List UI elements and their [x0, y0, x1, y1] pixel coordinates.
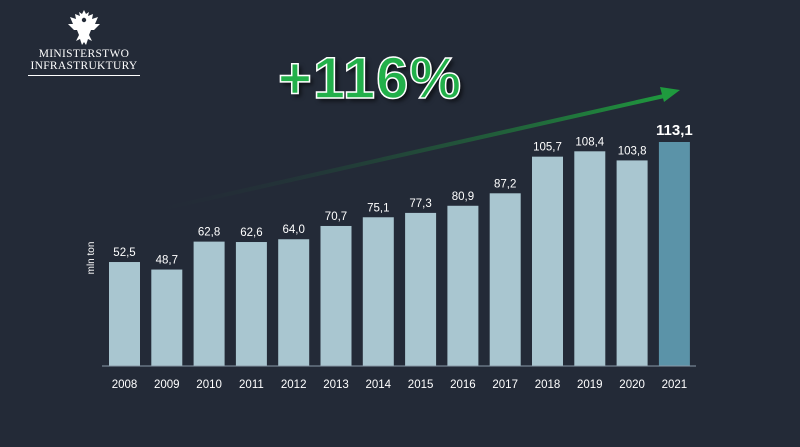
- value-label-2012: 64,0: [283, 224, 305, 236]
- value-label-2020: 103,8: [618, 145, 647, 157]
- value-label-2014: 75,1: [367, 202, 389, 214]
- eagle-emblem-icon: [68, 10, 100, 45]
- bar-2014: [362, 217, 394, 366]
- value-label-2015: 77,3: [409, 198, 431, 210]
- x-tick-2017: 2017: [492, 379, 518, 391]
- value-label-2008: 52,5: [113, 247, 135, 259]
- ministry-logo: MINISTERSTWO INFRASTRUKTURY: [22, 8, 146, 88]
- bar-2017: [489, 193, 521, 366]
- value-label-2016: 80,9: [452, 191, 474, 203]
- bar-2013: [320, 225, 352, 366]
- x-tick-2016: 2016: [450, 379, 476, 391]
- bar-2012: [278, 239, 310, 366]
- value-label-2018: 105,7: [533, 142, 562, 154]
- x-tick-2013: 2013: [323, 379, 349, 391]
- x-tick-2008: 2008: [112, 379, 138, 391]
- x-tick-2012: 2012: [281, 379, 307, 391]
- x-tick-2010: 2010: [196, 379, 222, 391]
- x-tick-2018: 2018: [535, 379, 561, 391]
- bar-2015: [405, 212, 437, 366]
- bar-2019: [574, 151, 606, 366]
- bar-2009: [151, 269, 183, 366]
- value-label-2013: 70,7: [325, 211, 347, 223]
- x-tick-2015: 2015: [408, 379, 434, 391]
- trend-arrow: [130, 87, 680, 218]
- bar-2020: [616, 160, 648, 366]
- x-tick-2019: 2019: [577, 379, 603, 391]
- y-axis-label: mln ton: [86, 242, 97, 275]
- value-label-2010: 62,8: [198, 227, 220, 239]
- bar-2008: [109, 262, 140, 366]
- headline-growth-percent: +116%: [277, 46, 463, 111]
- x-tick-2014: 2014: [366, 379, 392, 391]
- value-label-2019: 108,4: [575, 136, 604, 148]
- bar-2021: [658, 142, 690, 366]
- value-label-2021: 113,1: [656, 122, 693, 139]
- value-label-2009: 48,7: [156, 255, 178, 267]
- bar-2010: [193, 241, 225, 366]
- logo-line-1: MINISTERSTWO: [38, 48, 130, 60]
- bar-2016: [447, 205, 479, 366]
- x-tick-2009: 2009: [154, 379, 180, 391]
- logo-underline: [28, 75, 140, 76]
- value-label-2017: 87,2: [494, 178, 516, 190]
- value-label-2011: 62,6: [240, 227, 262, 239]
- bar-2011: [235, 242, 267, 366]
- x-tick-2021: 2021: [662, 379, 688, 391]
- logo-line-2: INFRASTRUKTURY: [30, 60, 138, 72]
- x-tick-2011: 2011: [239, 379, 264, 391]
- bar-2018: [532, 156, 563, 366]
- x-tick-2020: 2020: [619, 379, 645, 391]
